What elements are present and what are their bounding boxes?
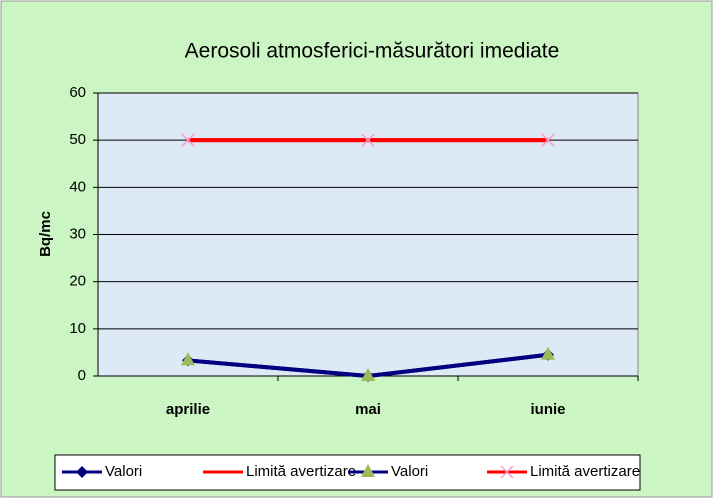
marker — [541, 133, 555, 147]
marker — [541, 346, 555, 360]
y-tick-label: 30 — [69, 225, 86, 242]
legend-label: Limită avertizare — [246, 463, 356, 480]
marker — [361, 464, 375, 477]
legend-label: Limită avertizare — [530, 463, 640, 480]
marker — [76, 466, 88, 478]
marker — [500, 465, 514, 479]
x-tick-label: iunie — [530, 401, 565, 418]
y-tick-label: 10 — [69, 320, 86, 337]
marker — [181, 133, 195, 147]
y-tick-label: 50 — [69, 131, 86, 148]
chart-title: Aerosoli atmosferici-măsurători imediate — [185, 40, 560, 63]
y-tick-label: 40 — [69, 178, 86, 195]
y-axis-label: Bq/mc — [37, 211, 54, 257]
x-tick-label: aprilie — [166, 401, 210, 418]
x-tick-label: mai — [355, 401, 381, 418]
legend-box — [54, 454, 641, 491]
marker — [361, 133, 375, 147]
marker — [361, 368, 375, 381]
legend-label: Valori — [105, 463, 142, 480]
legend-label: Valori — [391, 463, 428, 480]
y-tick-label: 0 — [78, 367, 86, 384]
marker — [181, 352, 195, 366]
y-tick-label: 20 — [69, 273, 86, 290]
y-tick-label: 60 — [69, 84, 86, 101]
